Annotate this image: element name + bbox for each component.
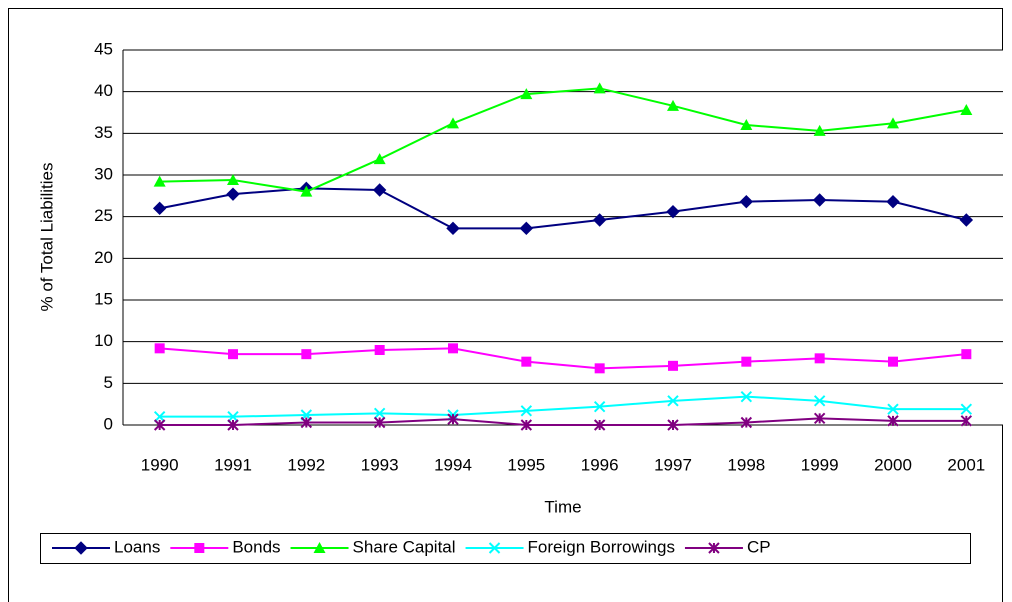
- plot-area: [123, 50, 1003, 425]
- marker: [373, 407, 386, 420]
- marker: [888, 356, 898, 367]
- marker: [74, 541, 88, 555]
- marker: [668, 360, 678, 371]
- series-line: [159, 417, 967, 426]
- marker: [593, 419, 606, 431]
- marker: [813, 395, 826, 407]
- marker: [887, 415, 899, 427]
- marker: [813, 412, 826, 425]
- marker: [739, 194, 754, 209]
- marker: [153, 410, 166, 423]
- marker: [373, 416, 386, 429]
- marker: [960, 104, 973, 115]
- y-tick-label: 30: [94, 164, 113, 183]
- marker: [301, 349, 312, 360]
- x-tick-label: 1991: [214, 455, 252, 474]
- marker: [152, 201, 167, 216]
- marker: [153, 175, 166, 187]
- marker: [593, 400, 606, 413]
- y-tick-label: 40: [94, 81, 113, 100]
- marker: [227, 419, 239, 431]
- marker: [594, 363, 605, 374]
- marker: [961, 349, 972, 360]
- marker: [592, 213, 607, 227]
- marker: [154, 343, 165, 354]
- marker: [226, 187, 240, 201]
- marker: [448, 343, 458, 354]
- marker: [153, 419, 166, 431]
- series-line: [159, 347, 967, 370]
- marker: [520, 419, 533, 431]
- marker: [959, 213, 974, 227]
- marker: [228, 349, 238, 360]
- marker: [374, 345, 385, 355]
- y-tick-label: 35: [94, 123, 113, 142]
- marker: [593, 82, 606, 94]
- marker: [666, 204, 680, 219]
- marker: [960, 415, 973, 427]
- marker: [740, 119, 753, 130]
- x-tick-label: 1995: [507, 455, 545, 474]
- marker: [960, 403, 973, 415]
- marker: [887, 117, 899, 129]
- marker: [812, 193, 827, 207]
- x-tick-label: 1993: [361, 455, 399, 474]
- marker: [520, 88, 533, 100]
- legend-label: Share Capital: [353, 537, 456, 556]
- marker: [886, 194, 900, 209]
- marker: [446, 221, 460, 236]
- x-tick-label: 1996: [581, 455, 619, 474]
- x-tick-label: 1992: [287, 455, 325, 474]
- marker: [372, 183, 387, 197]
- marker: [373, 153, 386, 165]
- x-tick-label: 1997: [654, 455, 692, 474]
- marker: [521, 356, 532, 367]
- legend-label: CP: [747, 537, 771, 556]
- marker: [227, 174, 239, 185]
- x-tick-label: 1999: [801, 455, 839, 474]
- marker: [227, 410, 239, 423]
- y-axis-label: % of Total Liabilities: [37, 163, 56, 312]
- marker: [814, 353, 825, 364]
- series-line: [159, 395, 967, 418]
- x-tick-label: 2000: [874, 455, 912, 474]
- marker: [520, 405, 533, 417]
- y-tick-label: 20: [94, 248, 113, 267]
- y-tick-label: 5: [104, 373, 113, 392]
- marker: [887, 403, 899, 415]
- marker: [519, 221, 534, 236]
- y-tick-label: 0: [104, 414, 113, 433]
- series-line: [159, 87, 967, 193]
- x-axis-label: Time: [544, 497, 581, 516]
- marker: [447, 413, 459, 425]
- x-tick-label: 1998: [727, 455, 765, 474]
- marker: [667, 419, 679, 431]
- marker: [708, 542, 720, 554]
- marker: [740, 390, 753, 403]
- marker: [667, 99, 679, 111]
- y-tick-label: 15: [94, 289, 113, 308]
- x-tick-label: 1990: [141, 455, 179, 474]
- marker: [741, 356, 752, 367]
- y-tick-label: 45: [94, 39, 113, 58]
- x-tick-label: 2001: [947, 455, 985, 474]
- marker: [300, 185, 313, 197]
- marker: [300, 416, 313, 429]
- marker: [813, 124, 826, 136]
- y-tick-label: 25: [94, 206, 113, 225]
- x-tick-label: 1994: [434, 455, 472, 474]
- marker: [447, 117, 459, 129]
- marker: [313, 542, 326, 553]
- legend-label: Loans: [114, 537, 160, 556]
- y-tick-label: 10: [94, 331, 113, 350]
- marker: [667, 395, 679, 407]
- marker: [740, 416, 753, 429]
- marker: [194, 543, 205, 553]
- marker: [488, 542, 501, 554]
- legend-label: Bonds: [232, 537, 280, 556]
- legend-label: Foreign Borrowings: [528, 537, 675, 556]
